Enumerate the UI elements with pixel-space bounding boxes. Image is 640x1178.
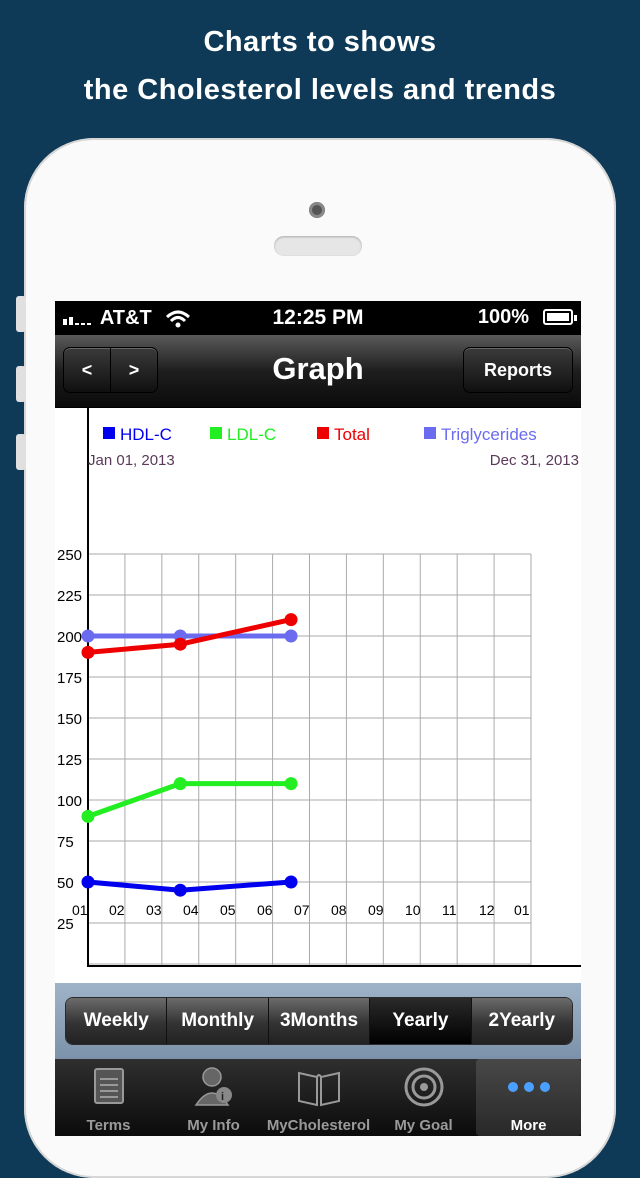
y-tick-label: 150 bbox=[57, 711, 82, 728]
y-tick-label: 75 bbox=[57, 834, 74, 851]
legend-swatch bbox=[424, 427, 436, 439]
y-tick-label: 100 bbox=[57, 793, 82, 810]
legend-swatch bbox=[317, 427, 329, 439]
battery-percent: 100% bbox=[477, 306, 529, 328]
person-info-icon: i bbox=[194, 1067, 232, 1106]
legend-label: Triglycerides bbox=[441, 425, 537, 444]
data-point bbox=[284, 875, 298, 889]
series-line-hdl-c bbox=[87, 879, 292, 893]
signal-icon bbox=[63, 316, 91, 325]
app-screen: AT&T 12:25 PM 100% < > Graph Reports 250… bbox=[55, 301, 581, 1136]
tab-label: More bbox=[510, 1117, 547, 1134]
next-button[interactable]: > bbox=[110, 347, 158, 393]
tab-label: My Info bbox=[187, 1117, 240, 1134]
more-dots-icon bbox=[507, 1082, 550, 1092]
tab-my-info[interactable]: i My Info bbox=[161, 1059, 266, 1136]
x-tick-label: 02 bbox=[109, 902, 125, 918]
tab-label: MyCholesterol bbox=[266, 1117, 371, 1134]
reports-button[interactable]: Reports bbox=[463, 347, 573, 393]
camera-icon bbox=[309, 202, 325, 218]
notepad-icon bbox=[93, 1068, 124, 1104]
legend-label: Total bbox=[334, 425, 370, 444]
tab-more[interactable]: More bbox=[476, 1059, 581, 1136]
y-tick-label: 200 bbox=[57, 629, 82, 646]
navigation-bar: < > Graph Reports bbox=[55, 335, 581, 408]
y-tick-label: 250 bbox=[57, 547, 82, 564]
tab-label: My Goal bbox=[394, 1117, 453, 1134]
range-button-monthly[interactable]: Monthly bbox=[167, 998, 269, 1044]
carrier-name: AT&T bbox=[99, 307, 152, 329]
data-point bbox=[284, 777, 298, 791]
x-tick-label: 10 bbox=[405, 902, 421, 918]
carrier: AT&T bbox=[63, 307, 191, 330]
x-tick-label: 03 bbox=[146, 902, 162, 918]
y-tick-label: 125 bbox=[57, 752, 82, 769]
data-point bbox=[284, 613, 298, 627]
x-tick-label: 11 bbox=[442, 902, 457, 918]
book-icon bbox=[297, 1071, 340, 1107]
date-end-label: Dec 31, 2013 bbox=[490, 452, 579, 469]
svg-text:i: i bbox=[221, 1091, 224, 1103]
data-point bbox=[284, 629, 298, 643]
mute-switch bbox=[16, 296, 26, 332]
target-icon bbox=[404, 1067, 443, 1107]
date-start-label: Jan 01, 2013 bbox=[88, 452, 175, 469]
data-point bbox=[81, 645, 95, 659]
x-tick-label: 06 bbox=[257, 902, 273, 918]
range-selector-bar: Weekly Monthly 3Months Yearly 2Yearly bbox=[55, 983, 581, 1059]
status-time: 12:25 PM bbox=[272, 306, 364, 329]
x-tick-label: 09 bbox=[368, 902, 384, 918]
data-point bbox=[81, 629, 95, 643]
data-point bbox=[81, 875, 95, 889]
x-tick-label: 07 bbox=[294, 902, 310, 918]
volume-down-button bbox=[16, 434, 26, 470]
x-tick-label: 01 bbox=[72, 902, 88, 918]
legend-label: HDL-C bbox=[120, 425, 172, 444]
y-tick-label: 25 bbox=[57, 916, 74, 933]
tab-terms[interactable]: Terms bbox=[56, 1059, 161, 1136]
range-button-2yearly[interactable]: 2Yearly bbox=[471, 998, 572, 1044]
y-tick-label: 175 bbox=[57, 670, 82, 687]
volume-up-button bbox=[16, 366, 26, 402]
range-button-yearly[interactable]: Yearly bbox=[370, 998, 472, 1044]
x-tick-label: 08 bbox=[331, 902, 347, 918]
range-button-weekly[interactable]: Weekly bbox=[66, 998, 168, 1044]
data-point bbox=[81, 809, 95, 823]
tab-label: Terms bbox=[86, 1117, 131, 1134]
data-point bbox=[173, 883, 187, 897]
tab-mycholesterol[interactable]: MyCholesterol bbox=[266, 1059, 371, 1136]
y-tick-label: 50 bbox=[57, 875, 74, 892]
legend-swatch bbox=[210, 427, 222, 439]
x-tick-label: 01 bbox=[514, 902, 530, 918]
data-point bbox=[173, 777, 187, 791]
speaker-grille bbox=[274, 236, 362, 256]
x-tick-label: 12 bbox=[479, 902, 495, 918]
legend-swatch bbox=[103, 427, 115, 439]
x-tick-label: 04 bbox=[183, 902, 199, 918]
prev-button[interactable]: < bbox=[63, 347, 111, 393]
battery-icon bbox=[543, 309, 577, 325]
page-title: Graph bbox=[272, 351, 364, 386]
range-segmented-control: Weekly Monthly 3Months Yearly 2Yearly bbox=[65, 997, 573, 1045]
promo-title-line2: the Cholesterol levels and trends bbox=[83, 74, 557, 106]
wifi-icon bbox=[166, 310, 191, 328]
tab-my-goal[interactable]: My Goal bbox=[371, 1059, 476, 1136]
x-tick-label: 05 bbox=[220, 902, 236, 918]
legend-label: LDL-C bbox=[227, 425, 276, 444]
status-bar: AT&T 12:25 PM 100% bbox=[55, 301, 581, 335]
promo-title-line1: Charts to shows bbox=[203, 26, 437, 58]
range-button-3months[interactable]: 3Months bbox=[268, 998, 371, 1044]
tab-bar: Terms i My Info MyCholesterol My Goal More bbox=[55, 1059, 581, 1136]
y-tick-label: 225 bbox=[57, 588, 82, 605]
data-point bbox=[173, 637, 187, 651]
